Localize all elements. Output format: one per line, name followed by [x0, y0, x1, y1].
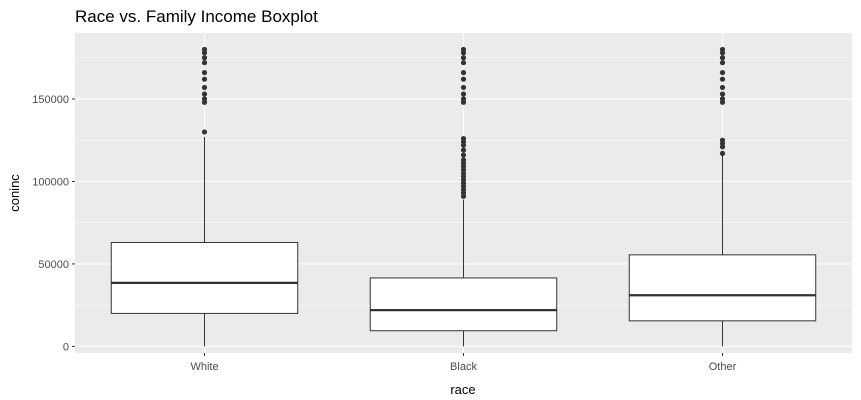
- outlier-point: [460, 152, 467, 158]
- outlier-point: [719, 96, 726, 102]
- y-tick-label: 0: [63, 341, 69, 353]
- outlier-point: [460, 84, 467, 91]
- x-axis-title: race: [450, 382, 475, 397]
- outlier-point: [460, 135, 467, 142]
- outlier-point: [719, 69, 726, 76]
- outlier-point: [201, 76, 208, 82]
- box-black: [369, 46, 558, 347]
- outlier-point: [460, 157, 467, 163]
- box-white: [110, 46, 299, 347]
- outlier-point: [460, 69, 467, 76]
- outlier-point: [460, 76, 467, 82]
- chart-title: Race vs. Family Income Boxplot: [75, 7, 318, 26]
- outlier-point: [719, 60, 726, 66]
- outlier-point: [719, 55, 726, 61]
- y-axis-title: coninc: [7, 174, 22, 212]
- outlier-point: [201, 96, 208, 102]
- outlier-point: [719, 84, 726, 91]
- outlier-point: [201, 91, 208, 97]
- outlier-point: [719, 76, 726, 82]
- outlier-point: [201, 46, 208, 53]
- x-tick-label: Other: [709, 361, 737, 373]
- iqr-box: [110, 241, 299, 314]
- outlier-point: [201, 129, 208, 135]
- outlier-point: [719, 91, 726, 97]
- outlier-point: [201, 69, 208, 76]
- y-tick-label: 50000: [38, 259, 69, 271]
- box-series: [110, 46, 817, 347]
- outlier-point: [460, 96, 467, 102]
- outlier-point: [460, 60, 467, 66]
- x-tick-label: Black: [450, 361, 477, 373]
- outlier-point: [201, 55, 208, 61]
- iqr-box: [369, 277, 558, 332]
- y-tick-label: 100000: [32, 176, 69, 188]
- iqr-box: [628, 254, 817, 322]
- outlier-point: [719, 46, 726, 53]
- y-axis: 0 50000 100000 150000: [32, 94, 75, 353]
- x-axis: White Black Other: [190, 353, 737, 373]
- outlier-point: [460, 46, 467, 53]
- y-tick-label: 150000: [32, 94, 69, 106]
- outlier-point: [460, 91, 467, 97]
- outlier-point: [460, 147, 467, 153]
- outlier-point: [719, 150, 726, 157]
- x-tick-label: White: [190, 361, 218, 373]
- outlier-point: [201, 60, 208, 66]
- outlier-point: [460, 55, 467, 61]
- box-other: [628, 46, 817, 347]
- outlier-point: [201, 84, 208, 91]
- outlier-point: [719, 137, 726, 143]
